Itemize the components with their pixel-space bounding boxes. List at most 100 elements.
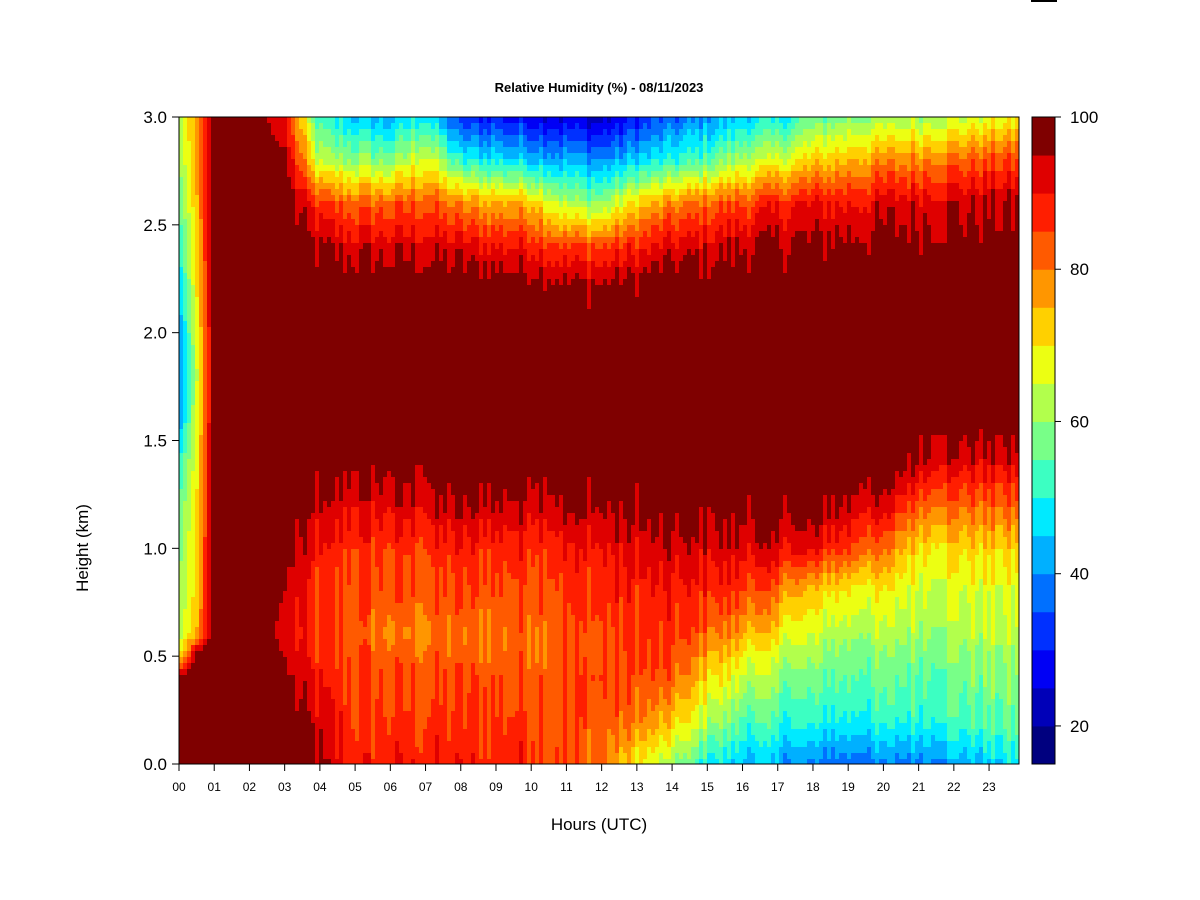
heatmap-cell	[447, 141, 452, 154]
heatmap-cell	[647, 177, 652, 184]
heatmap-cell	[583, 141, 588, 154]
heatmap-cell	[267, 117, 272, 124]
heatmap-cell	[679, 237, 684, 262]
heatmap-cell	[387, 267, 392, 472]
heatmap-cell	[179, 675, 184, 764]
heatmap-cell	[319, 729, 324, 764]
heatmap-cell	[375, 567, 380, 700]
heatmap-cell	[939, 183, 944, 202]
heatmap-cell	[927, 117, 932, 124]
heatmap-cell	[943, 243, 948, 436]
heatmap-cell	[859, 585, 864, 610]
heatmap-cell	[639, 579, 644, 676]
heatmap-cell	[535, 189, 540, 196]
colorbar-frame	[1031, 116, 1056, 765]
heatmap-cell	[567, 267, 572, 286]
heatmap-cell	[687, 675, 692, 700]
heatmap-cell	[391, 153, 396, 166]
heatmap-cell	[695, 213, 700, 232]
heatmap-cell	[403, 159, 408, 166]
heatmap-cell	[475, 177, 480, 184]
heatmap-cell	[727, 153, 732, 166]
heatmap-cell	[847, 567, 852, 580]
heatmap-cell	[619, 147, 624, 160]
heatmap-cell	[403, 177, 408, 190]
heatmap-cell	[335, 129, 340, 148]
heatmap-cell	[675, 201, 680, 214]
heatmap-cell	[651, 261, 656, 544]
heatmap-cell	[723, 261, 728, 520]
heatmap-cell	[635, 747, 640, 764]
heatmap-cell	[515, 711, 520, 764]
heatmap-cell	[655, 183, 660, 196]
heatmap-cell	[795, 669, 800, 700]
heatmap-cell	[879, 219, 884, 496]
heatmap-cell	[451, 243, 456, 268]
heatmap-cell	[535, 231, 540, 244]
heatmap-cell	[887, 207, 892, 496]
chart-title: Relative Humidity (%) - 08/11/2023	[495, 80, 704, 95]
x-tick-label: 09	[489, 780, 503, 794]
heatmap-cell	[771, 657, 776, 688]
heatmap-cell	[371, 537, 376, 610]
heatmap-cell	[427, 213, 432, 238]
heatmap-cell	[191, 651, 196, 664]
heatmap-cell	[1003, 447, 1008, 472]
colorbar-swatch	[1032, 535, 1055, 575]
heatmap-cell	[611, 261, 616, 280]
heatmap-cell	[419, 117, 424, 124]
heatmap-cell	[319, 123, 324, 142]
heatmap-cell	[1007, 129, 1012, 142]
heatmap-cell	[687, 231, 692, 250]
heatmap-cell	[1015, 501, 1019, 520]
heatmap-cell	[215, 117, 220, 764]
heatmap-cell	[839, 645, 844, 682]
heatmap-cell	[783, 615, 788, 634]
heatmap-cell	[383, 183, 388, 196]
x-tick-label: 21	[912, 780, 926, 794]
heatmap-cell	[931, 717, 936, 736]
heatmap-cell	[471, 609, 476, 664]
heatmap-cell	[987, 117, 992, 130]
heatmap-cell	[423, 183, 428, 196]
heatmap-cell	[487, 225, 492, 238]
heatmap-cell	[547, 495, 552, 532]
heatmap-cell	[187, 669, 192, 764]
heatmap-cell	[699, 129, 704, 142]
heatmap-cell	[491, 225, 496, 244]
heatmap-cell	[979, 147, 984, 160]
heatmap-cell	[927, 639, 932, 682]
colorbar-tick-label: 20	[1070, 717, 1089, 736]
heatmap-cell	[639, 207, 644, 220]
heatmap-cell	[467, 159, 472, 172]
heatmap-cell	[471, 183, 476, 190]
heatmap-cell	[791, 129, 796, 142]
heatmap-cell	[683, 753, 688, 764]
heatmap-cell	[455, 201, 460, 214]
heatmap-cell	[855, 681, 860, 718]
heatmap-cell	[299, 171, 304, 190]
heatmap-cell	[703, 123, 708, 136]
heatmap-cell	[639, 141, 644, 154]
heatmap-cell	[847, 117, 852, 130]
heatmap-cell	[395, 171, 400, 184]
heatmap-cell	[867, 213, 872, 256]
heatmap-cell	[495, 171, 500, 178]
heatmap-cell	[787, 579, 792, 598]
heatmap-cell	[627, 183, 632, 190]
heatmap-cell	[871, 687, 876, 724]
heatmap-cell	[999, 699, 1004, 736]
heatmap-cell	[767, 699, 772, 730]
heatmap-cell	[463, 165, 468, 172]
heatmap-cell	[307, 201, 312, 232]
heatmap-cell	[523, 711, 528, 764]
heatmap-cell	[947, 717, 952, 742]
heatmap-cell	[431, 699, 436, 764]
heatmap-cell	[703, 657, 708, 682]
heatmap-cell	[963, 195, 968, 238]
heatmap-cell	[411, 537, 416, 598]
heatmap-cell	[811, 663, 816, 694]
heatmap-cell	[939, 141, 944, 154]
heatmap-cell	[935, 759, 940, 764]
heatmap-cell	[379, 195, 384, 208]
